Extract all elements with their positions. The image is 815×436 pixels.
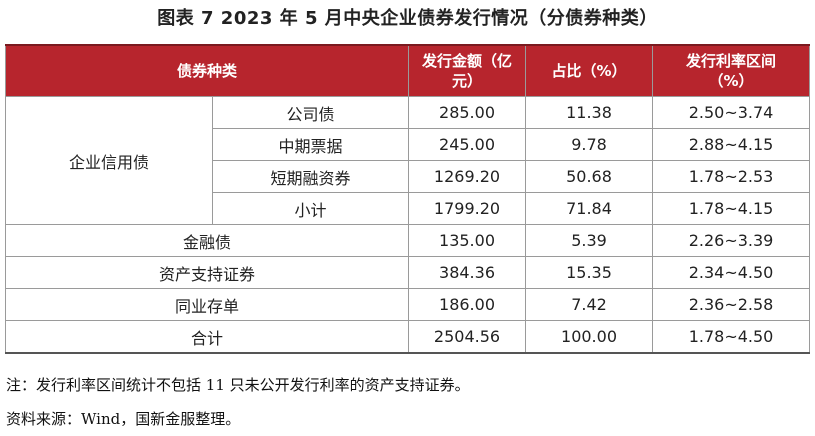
source-note: 资料来源：Wind，国新金服整理。 <box>6 410 241 428</box>
amount-cell: 1269.20 <box>408 160 527 193</box>
header-share: 占比（%） <box>525 44 654 97</box>
share-cell: 15.35 <box>525 256 654 289</box>
header-amount: 发行金额（亿元） <box>408 44 527 97</box>
bond-issuance-table: 债券种类 发行金额（亿元） 占比（%） 发行利率区间（%） 企业信用债 公司债 … <box>4 44 811 354</box>
table-row: 企业信用债 公司债 285.00 11.38 2.50~3.74 <box>5 96 811 225</box>
rate-cell: 2.34~4.50 <box>652 256 811 289</box>
header-rate-text: 发行利率区间（%） <box>686 52 777 90</box>
header-bond-type: 债券种类 <box>4 44 410 97</box>
rate-cell: 1.78~4.50 <box>652 320 811 354</box>
table-row: 金融债 135.00 5.39 2.26~3.39 <box>4 224 811 257</box>
row-label: 合计 <box>4 320 410 354</box>
footnote: 注：发行利率区间统计不包括 11 只未公开发行利率的资产支持证券。 <box>6 376 470 394</box>
table-title: 图表 7 2023 年 5 月中央企业债券发行情况（分债券种类） <box>157 8 658 29</box>
rate-cell: 2.36~2.58 <box>652 288 811 321</box>
amount-cell: 285.00 <box>408 96 527 129</box>
amount-cell: 135.00 <box>408 224 527 257</box>
rate-cell: 2.26~3.39 <box>652 224 811 257</box>
share-cell: 50.68 <box>525 160 654 193</box>
share-cell: 9.78 <box>525 128 654 161</box>
row-label: 中期票据 <box>211 128 410 161</box>
table-row: 资产支持证券 384.36 15.35 2.34~4.50 <box>4 256 811 289</box>
rate-cell: 1.78~4.15 <box>652 192 811 225</box>
row-label: 金融债 <box>4 224 410 257</box>
amount-cell: 384.36 <box>408 256 527 289</box>
table-row: 短期融资券 1269.20 50.68 1.78~2.53 <box>6 160 811 193</box>
share-cell: 5.39 <box>525 224 654 257</box>
header-rate: 发行利率区间（%） <box>652 44 811 97</box>
row-label: 公司债 <box>211 96 410 129</box>
rate-cell: 2.50~3.74 <box>652 96 811 129</box>
amount-cell: 186.00 <box>408 288 527 321</box>
rate-cell: 2.88~4.15 <box>652 128 811 161</box>
row-label: 小计 <box>211 192 410 225</box>
share-cell: 71.84 <box>525 192 654 225</box>
amount-cell: 2504.56 <box>408 320 527 354</box>
share-cell: 100.00 <box>525 320 654 354</box>
group-label: 企业信用债 <box>5 96 213 225</box>
share-cell: 11.38 <box>525 96 654 129</box>
share-cell: 7.42 <box>525 288 654 321</box>
amount-cell: 245.00 <box>408 128 527 161</box>
row-label: 短期融资券 <box>211 160 410 193</box>
amount-cell: 1799.20 <box>408 192 527 225</box>
total-row: 合计 2504.56 100.00 1.78~4.50 <box>4 320 811 354</box>
header-amount-text: 发行金额（亿元） <box>422 52 513 90</box>
table-row: 同业存单 186.00 7.42 2.36~2.58 <box>4 288 811 321</box>
table-row: 中期票据 245.00 9.78 2.88~4.15 <box>6 128 811 161</box>
row-label: 同业存单 <box>4 288 410 321</box>
header-row: 债券种类 发行金额（亿元） 占比（%） 发行利率区间（%） <box>4 44 811 97</box>
table-row: 小计 1799.20 71.84 1.78~4.15 <box>6 192 811 225</box>
rate-cell: 1.78~2.53 <box>652 160 811 193</box>
row-label: 资产支持证券 <box>4 256 410 289</box>
